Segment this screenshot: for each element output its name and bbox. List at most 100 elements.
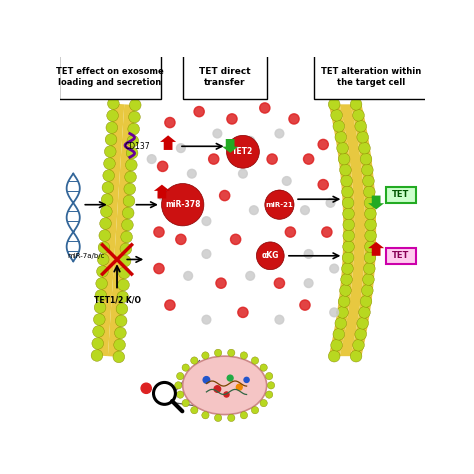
Circle shape <box>303 154 314 164</box>
Circle shape <box>330 308 338 317</box>
Circle shape <box>363 273 374 285</box>
Circle shape <box>99 230 110 241</box>
Circle shape <box>128 111 140 123</box>
Circle shape <box>318 139 328 150</box>
Circle shape <box>113 351 125 363</box>
Circle shape <box>162 183 204 226</box>
Circle shape <box>224 392 229 397</box>
Circle shape <box>182 400 189 407</box>
Circle shape <box>364 263 375 274</box>
Circle shape <box>260 364 267 371</box>
Circle shape <box>158 191 167 200</box>
Text: TET2: TET2 <box>232 147 254 156</box>
Circle shape <box>343 241 355 253</box>
Circle shape <box>202 250 211 258</box>
Circle shape <box>246 272 255 280</box>
Circle shape <box>274 191 284 201</box>
FancyBboxPatch shape <box>386 187 416 203</box>
Circle shape <box>265 190 294 219</box>
Circle shape <box>176 373 184 380</box>
Circle shape <box>93 314 105 325</box>
Circle shape <box>328 350 340 362</box>
Circle shape <box>359 142 370 154</box>
Circle shape <box>240 411 247 419</box>
Circle shape <box>209 154 219 164</box>
Circle shape <box>355 120 366 132</box>
Circle shape <box>251 357 259 364</box>
Circle shape <box>227 375 233 381</box>
Circle shape <box>123 195 135 207</box>
Circle shape <box>301 206 310 215</box>
Circle shape <box>194 107 204 117</box>
Circle shape <box>92 337 104 349</box>
Circle shape <box>228 349 235 356</box>
Circle shape <box>333 120 345 132</box>
Circle shape <box>364 197 376 209</box>
Circle shape <box>339 284 351 296</box>
Circle shape <box>260 400 267 407</box>
Text: TET effect on exosome
loading and secretion: TET effect on exosome loading and secret… <box>56 67 164 87</box>
Circle shape <box>98 242 110 254</box>
Circle shape <box>120 243 132 255</box>
Circle shape <box>362 284 373 296</box>
Circle shape <box>154 227 164 237</box>
Circle shape <box>285 227 295 237</box>
Circle shape <box>214 414 222 421</box>
Circle shape <box>216 278 226 288</box>
FancyBboxPatch shape <box>386 248 416 264</box>
Circle shape <box>95 290 107 301</box>
Circle shape <box>359 307 370 318</box>
Text: TET direct
transfer: TET direct transfer <box>199 67 250 87</box>
FancyBboxPatch shape <box>314 55 427 99</box>
Circle shape <box>265 391 273 398</box>
Circle shape <box>265 373 273 380</box>
Circle shape <box>267 382 274 389</box>
Circle shape <box>267 154 277 164</box>
Circle shape <box>365 230 376 242</box>
Circle shape <box>100 218 111 229</box>
Circle shape <box>106 122 118 134</box>
Circle shape <box>176 391 184 398</box>
Circle shape <box>257 250 265 258</box>
Circle shape <box>107 110 118 121</box>
Circle shape <box>246 137 255 145</box>
Text: TET1/2 K/O: TET1/2 K/O <box>93 296 140 305</box>
Polygon shape <box>368 196 384 210</box>
Circle shape <box>184 272 192 280</box>
Circle shape <box>176 234 186 245</box>
Circle shape <box>114 339 126 351</box>
Circle shape <box>183 198 193 208</box>
Polygon shape <box>340 104 365 356</box>
Circle shape <box>338 153 350 165</box>
Circle shape <box>244 377 249 383</box>
Polygon shape <box>154 185 170 199</box>
Circle shape <box>343 219 355 231</box>
Circle shape <box>363 175 374 187</box>
Circle shape <box>102 182 114 193</box>
Circle shape <box>214 386 221 392</box>
Circle shape <box>121 231 132 243</box>
Circle shape <box>364 186 375 198</box>
Circle shape <box>124 183 136 195</box>
Circle shape <box>176 144 185 153</box>
Circle shape <box>364 252 376 264</box>
Circle shape <box>238 307 248 318</box>
Circle shape <box>141 383 151 393</box>
Circle shape <box>119 255 131 267</box>
Circle shape <box>227 136 259 168</box>
Circle shape <box>165 300 175 310</box>
Circle shape <box>343 230 355 242</box>
Circle shape <box>93 326 104 337</box>
Circle shape <box>333 328 345 340</box>
Circle shape <box>338 296 350 307</box>
Circle shape <box>97 265 108 277</box>
Circle shape <box>105 134 117 146</box>
Circle shape <box>157 161 168 172</box>
Circle shape <box>121 219 133 231</box>
Circle shape <box>342 263 353 274</box>
Polygon shape <box>328 104 354 356</box>
Circle shape <box>304 250 313 258</box>
Circle shape <box>322 227 332 237</box>
Circle shape <box>300 300 310 310</box>
Circle shape <box>357 318 368 329</box>
